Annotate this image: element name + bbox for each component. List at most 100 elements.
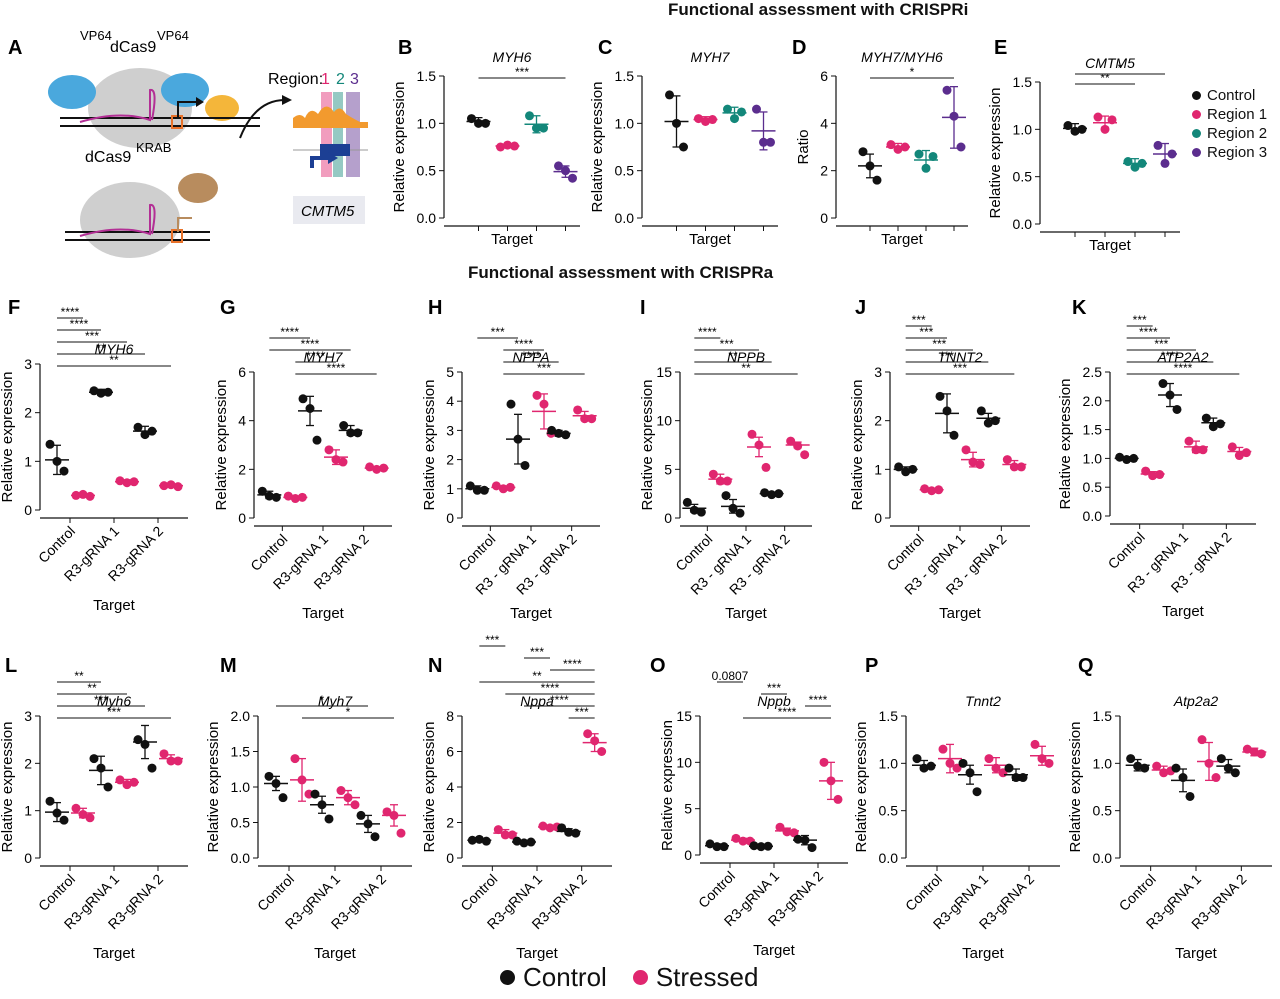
data-point-e — [1167, 149, 1177, 159]
data-point-d — [872, 175, 882, 185]
data-point-p — [919, 763, 929, 773]
sig-label-k: *** — [1133, 313, 1147, 327]
label-vp64-left: VP64 — [80, 28, 112, 43]
data-point-l — [71, 803, 81, 813]
data-point-m — [278, 793, 288, 803]
data-point-g — [297, 492, 307, 502]
data-point-o — [731, 833, 741, 843]
panel-letter-i: I — [640, 297, 646, 319]
data-point-h — [520, 460, 530, 470]
sig-label-o: **** — [809, 693, 828, 707]
sig-label-g: **** — [301, 337, 320, 351]
data-point-o — [712, 842, 722, 852]
data-point-d — [886, 140, 896, 150]
data-point-h — [472, 485, 482, 495]
y-tick-label-c: 1.5 — [615, 68, 635, 84]
data-point-l — [122, 780, 132, 790]
legend-label-control-bottom: Control — [523, 962, 607, 992]
panel-letter-o: O — [650, 655, 666, 677]
y-tick-label-l: 1 — [24, 803, 32, 819]
data-point-k — [1201, 413, 1211, 423]
data-point-q — [1178, 773, 1188, 783]
data-point-j — [976, 406, 986, 416]
data-point-q — [1223, 763, 1233, 773]
data-point-h — [573, 405, 583, 415]
data-point-f — [96, 388, 106, 398]
dcas9-blob-bottom — [80, 182, 180, 258]
data-point-j — [1002, 455, 1012, 465]
data-point-o — [705, 839, 715, 849]
y-tick-label-k: 2.0 — [1083, 393, 1103, 409]
y-axis-label-k: Relative expression — [1057, 379, 1074, 510]
y-tick-label-n: 8 — [446, 708, 454, 724]
data-point-q — [1242, 744, 1252, 754]
data-point-f — [59, 466, 69, 476]
y-tick-label-k: 1.5 — [1083, 422, 1103, 438]
data-point-q — [1126, 754, 1136, 764]
data-point-j — [920, 484, 930, 494]
data-point-e — [1130, 162, 1140, 172]
region-number-2: 2 — [336, 71, 345, 88]
data-point-k — [1129, 453, 1139, 463]
data-point-f — [45, 439, 55, 449]
sig-label-j: *** — [919, 325, 933, 339]
chart-title-g: MYH7 — [304, 349, 344, 365]
tss-arrowhead — [196, 97, 204, 107]
panel-letter-q: Q — [1078, 655, 1094, 677]
data-point-e — [1123, 157, 1133, 167]
data-point-k — [1198, 445, 1208, 455]
sig-label-m: * — [346, 705, 351, 719]
y-tick-label-b: 0.0 — [417, 210, 437, 226]
y-tick-label-o: 15 — [676, 708, 692, 724]
data-point-f — [122, 478, 132, 488]
y-tick-label-j: 2 — [874, 413, 882, 429]
data-point-m — [350, 800, 360, 810]
data-point-d — [858, 147, 868, 157]
data-point-e — [1137, 158, 1147, 168]
panel-letter-l: L — [5, 655, 17, 677]
data-point-d — [956, 142, 966, 152]
data-point-q — [1140, 763, 1150, 773]
chart-title-d: MYH7/MYH6 — [861, 49, 943, 65]
y-tick-label-d: 6 — [820, 68, 828, 84]
data-point-p — [1011, 773, 1021, 783]
y-tick-label-l: 0 — [24, 850, 32, 866]
sig-label-n: *** — [485, 633, 499, 647]
data-point-i — [800, 450, 810, 460]
gene-label: CMTM5 — [301, 203, 355, 220]
x-tick-label-n: Control — [457, 871, 500, 914]
data-point-n — [564, 827, 574, 837]
y-axis-label-p: Relative expression — [853, 722, 870, 853]
data-point-b — [503, 140, 512, 150]
sig-label-l: ** — [87, 681, 97, 695]
sig-label-h: *** — [537, 361, 551, 375]
data-point-i — [754, 440, 764, 450]
y-tick-label-d: 4 — [820, 115, 828, 131]
data-point-n — [597, 747, 607, 756]
x-axis-label-n: Target — [516, 945, 559, 962]
y-tick-label-m: 1.5 — [231, 744, 251, 760]
data-point-i — [760, 488, 770, 498]
data-point-f — [129, 477, 139, 487]
data-point-g — [365, 462, 375, 472]
sig-label-j: *** — [912, 313, 926, 327]
y-tick-label-h: 0 — [446, 510, 454, 526]
data-point-m — [396, 828, 406, 838]
data-point-f — [133, 422, 143, 432]
schematic-pointer-head — [282, 95, 292, 105]
y-tick-label-i: 15 — [656, 364, 672, 380]
data-point-f — [89, 386, 99, 396]
panel-letter-h: H — [428, 297, 442, 319]
data-point-b — [467, 114, 476, 124]
sig-label-i: **** — [698, 325, 717, 339]
sig-label-n: *** — [575, 705, 589, 719]
data-point-l — [140, 739, 150, 749]
data-point-o — [819, 757, 829, 767]
y-tick-label-c: 0.5 — [615, 163, 635, 179]
data-point-g — [257, 486, 267, 496]
data-point-l — [78, 809, 88, 819]
region-label: Region: — [268, 71, 323, 88]
y-tick-label-f: 1 — [24, 453, 32, 469]
legend-swatch-stressed — [632, 970, 648, 985]
legend-swatch-region1 — [1192, 110, 1201, 119]
